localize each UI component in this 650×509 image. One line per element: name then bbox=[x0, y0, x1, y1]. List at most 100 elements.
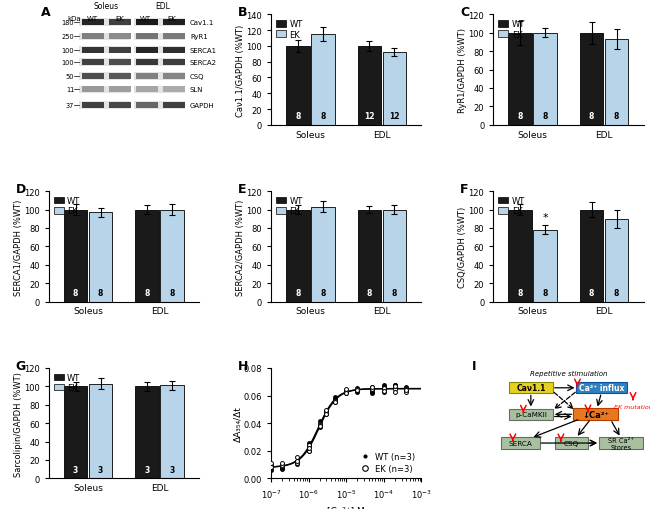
FancyBboxPatch shape bbox=[79, 73, 130, 81]
Text: SR Ca²⁺
Stores: SR Ca²⁺ Stores bbox=[608, 437, 634, 449]
FancyBboxPatch shape bbox=[509, 409, 553, 420]
FancyBboxPatch shape bbox=[555, 438, 588, 449]
Bar bbox=[135, 210, 159, 302]
Text: 250: 250 bbox=[62, 34, 74, 40]
Bar bbox=[508, 34, 532, 126]
Text: ↓Ca²⁺: ↓Ca²⁺ bbox=[582, 410, 609, 419]
FancyBboxPatch shape bbox=[79, 34, 130, 41]
Y-axis label: RyR1/GAPDH (%WT): RyR1/GAPDH (%WT) bbox=[458, 28, 467, 113]
Bar bbox=[135, 386, 159, 478]
Bar bbox=[64, 210, 87, 302]
Bar bbox=[358, 210, 381, 302]
Bar bbox=[89, 213, 112, 302]
Text: 8: 8 bbox=[543, 289, 548, 298]
Bar bbox=[580, 210, 603, 302]
Text: 8: 8 bbox=[170, 289, 175, 298]
Bar bbox=[580, 34, 603, 126]
FancyBboxPatch shape bbox=[136, 20, 159, 26]
FancyBboxPatch shape bbox=[82, 34, 104, 40]
Text: 8: 8 bbox=[589, 112, 594, 121]
Text: WT: WT bbox=[139, 16, 150, 22]
FancyBboxPatch shape bbox=[135, 87, 185, 94]
FancyBboxPatch shape bbox=[599, 437, 644, 449]
Text: D: D bbox=[16, 183, 26, 196]
FancyBboxPatch shape bbox=[136, 47, 159, 53]
FancyBboxPatch shape bbox=[82, 74, 104, 80]
Text: Cav1.1: Cav1.1 bbox=[190, 20, 214, 26]
Text: 8: 8 bbox=[295, 289, 300, 298]
Bar bbox=[383, 53, 406, 126]
FancyBboxPatch shape bbox=[163, 20, 185, 26]
Text: 8: 8 bbox=[392, 289, 397, 298]
Text: 8: 8 bbox=[98, 289, 103, 298]
FancyBboxPatch shape bbox=[109, 87, 131, 93]
FancyBboxPatch shape bbox=[109, 74, 131, 80]
Text: *: * bbox=[542, 212, 548, 222]
Text: 8: 8 bbox=[543, 112, 548, 121]
FancyBboxPatch shape bbox=[82, 60, 104, 66]
Text: 3: 3 bbox=[144, 465, 150, 474]
FancyBboxPatch shape bbox=[136, 103, 159, 109]
FancyBboxPatch shape bbox=[82, 103, 104, 109]
Text: 8: 8 bbox=[589, 289, 594, 298]
FancyBboxPatch shape bbox=[509, 382, 553, 393]
Legend: WT, EK: WT, EK bbox=[53, 196, 81, 217]
Text: SERCA2: SERCA2 bbox=[190, 60, 217, 66]
FancyBboxPatch shape bbox=[163, 103, 185, 109]
Y-axis label: Caν1.1/GAPDH (%WT): Caν1.1/GAPDH (%WT) bbox=[236, 24, 245, 117]
FancyBboxPatch shape bbox=[79, 87, 130, 94]
Text: Ca²⁺ influx: Ca²⁺ influx bbox=[578, 384, 624, 392]
Text: EDL: EDL bbox=[155, 2, 170, 11]
Text: 3: 3 bbox=[98, 465, 103, 474]
Bar bbox=[161, 210, 184, 302]
X-axis label: [Ca²⁺] M: [Ca²⁺] M bbox=[327, 505, 365, 509]
Text: 8: 8 bbox=[614, 289, 619, 298]
Y-axis label: SERCA1/GAPDH (%WT): SERCA1/GAPDH (%WT) bbox=[14, 199, 23, 295]
Y-axis label: Sarcolipin/GAPDH (%WT): Sarcolipin/GAPDH (%WT) bbox=[14, 371, 23, 475]
FancyBboxPatch shape bbox=[576, 382, 627, 393]
Text: 180: 180 bbox=[62, 20, 74, 26]
Text: SLN: SLN bbox=[190, 87, 203, 93]
Text: 8: 8 bbox=[320, 289, 326, 298]
FancyBboxPatch shape bbox=[136, 87, 159, 93]
FancyBboxPatch shape bbox=[136, 74, 159, 80]
Bar bbox=[64, 386, 87, 478]
FancyBboxPatch shape bbox=[109, 47, 131, 53]
FancyBboxPatch shape bbox=[573, 409, 617, 420]
Text: 8: 8 bbox=[295, 112, 300, 121]
Text: SERCA1: SERCA1 bbox=[190, 47, 217, 53]
FancyBboxPatch shape bbox=[135, 102, 185, 109]
FancyBboxPatch shape bbox=[135, 34, 185, 41]
Text: kDa: kDa bbox=[68, 16, 81, 22]
Text: EK mutation: EK mutation bbox=[614, 404, 650, 409]
FancyBboxPatch shape bbox=[135, 73, 185, 81]
FancyBboxPatch shape bbox=[109, 34, 131, 40]
Text: 12: 12 bbox=[364, 112, 374, 121]
Bar bbox=[89, 384, 112, 478]
Bar bbox=[605, 219, 629, 302]
Text: 8: 8 bbox=[517, 112, 523, 121]
FancyBboxPatch shape bbox=[163, 87, 185, 93]
Legend: WT, EK: WT, EK bbox=[497, 196, 526, 217]
Y-axis label: CSQ/GAPDH (%WT): CSQ/GAPDH (%WT) bbox=[458, 206, 467, 288]
Text: F: F bbox=[460, 183, 469, 196]
Text: 11: 11 bbox=[66, 87, 74, 93]
Text: 100: 100 bbox=[62, 60, 74, 66]
Text: p-CaMKII: p-CaMKII bbox=[515, 411, 547, 417]
Text: WT: WT bbox=[86, 16, 98, 22]
Text: CSQ: CSQ bbox=[190, 74, 205, 80]
Text: Caν1.1: Caν1.1 bbox=[516, 384, 545, 392]
Bar bbox=[534, 34, 557, 126]
FancyBboxPatch shape bbox=[109, 103, 131, 109]
Bar bbox=[161, 386, 184, 478]
Bar bbox=[605, 40, 629, 126]
Bar bbox=[508, 210, 532, 302]
Text: EK: EK bbox=[115, 16, 124, 22]
Text: 37: 37 bbox=[66, 103, 74, 109]
FancyBboxPatch shape bbox=[163, 47, 185, 53]
FancyBboxPatch shape bbox=[163, 34, 185, 40]
Bar bbox=[383, 210, 406, 302]
FancyBboxPatch shape bbox=[136, 34, 159, 40]
Text: Soleus: Soleus bbox=[93, 2, 118, 11]
FancyBboxPatch shape bbox=[82, 87, 104, 93]
